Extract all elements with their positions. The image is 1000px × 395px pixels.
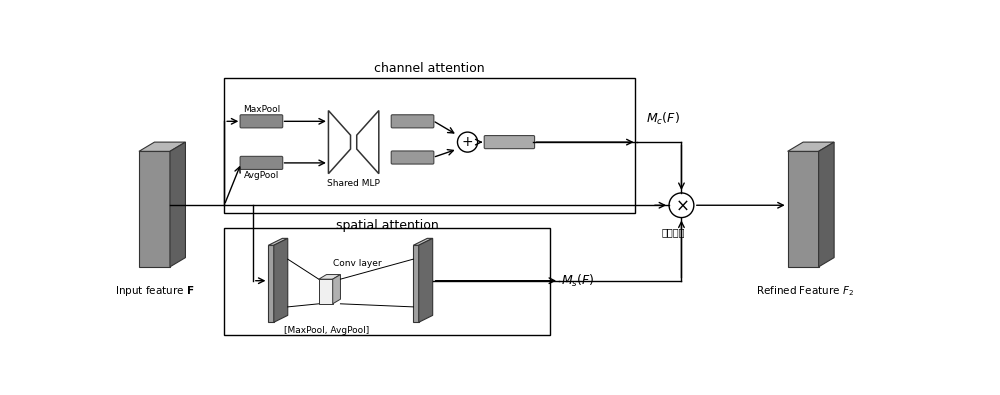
FancyBboxPatch shape: [240, 115, 283, 128]
Polygon shape: [419, 238, 433, 322]
Text: spatial attention: spatial attention: [336, 219, 438, 232]
FancyBboxPatch shape: [484, 135, 535, 149]
Polygon shape: [333, 275, 340, 304]
FancyBboxPatch shape: [391, 115, 434, 128]
Text: $M_s(F)$: $M_s(F)$: [561, 273, 594, 289]
Polygon shape: [319, 275, 340, 279]
Text: AvgPool: AvgPool: [244, 171, 279, 180]
Circle shape: [457, 132, 478, 152]
Polygon shape: [170, 142, 185, 267]
Text: Refined Feature $F_2$: Refined Feature $F_2$: [756, 284, 854, 297]
Text: Shared MLP: Shared MLP: [327, 179, 380, 188]
FancyBboxPatch shape: [240, 156, 283, 169]
Text: Conv layer: Conv layer: [333, 260, 382, 268]
Text: Input feature $\mathbf{F}$: Input feature $\mathbf{F}$: [115, 284, 194, 298]
Polygon shape: [788, 151, 819, 267]
Polygon shape: [788, 142, 834, 151]
Polygon shape: [139, 142, 185, 151]
Polygon shape: [268, 238, 288, 245]
Polygon shape: [139, 151, 170, 267]
Polygon shape: [319, 279, 333, 304]
Circle shape: [669, 193, 694, 218]
Text: 并行连接: 并行连接: [662, 227, 685, 237]
Polygon shape: [819, 142, 834, 267]
Text: $M_c(F)$: $M_c(F)$: [646, 111, 680, 127]
Polygon shape: [268, 245, 274, 322]
Text: $\times$: $\times$: [675, 196, 688, 214]
Polygon shape: [274, 238, 288, 322]
Text: [MaxPool, AvgPool]: [MaxPool, AvgPool]: [284, 326, 369, 335]
FancyBboxPatch shape: [391, 151, 434, 164]
Polygon shape: [413, 245, 419, 322]
Text: MaxPool: MaxPool: [243, 105, 280, 115]
Text: channel attention: channel attention: [374, 62, 485, 75]
Text: +: +: [462, 135, 473, 149]
Polygon shape: [413, 238, 433, 245]
